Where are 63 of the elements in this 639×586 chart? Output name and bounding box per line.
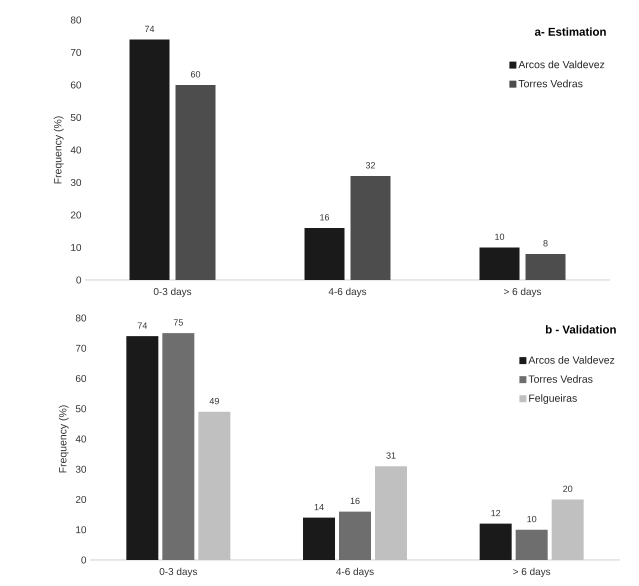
bar <box>130 39 170 280</box>
y-tick-label: 60 <box>70 81 82 89</box>
legend-label: Torres Vedras <box>518 80 583 88</box>
y-tick-label: 80 <box>70 16 82 24</box>
x-tick-label: 0-3 days <box>154 288 192 298</box>
data-label: 14 <box>314 504 324 510</box>
legend-label: Arcos de Valdevez <box>528 356 614 364</box>
data-label: 8 <box>543 240 548 246</box>
y-tick-label: 30 <box>76 466 86 473</box>
data-label: 31 <box>386 452 396 459</box>
y-tick-label: 80 <box>76 314 86 322</box>
data-label: 49 <box>210 398 219 404</box>
bar <box>303 518 336 560</box>
y-tick-label: 50 <box>70 114 82 122</box>
x-tick-label: 0-3 days <box>160 568 198 578</box>
bar <box>198 412 230 560</box>
bar <box>126 336 158 560</box>
bar <box>480 524 512 560</box>
bar <box>304 228 345 280</box>
y-tick-label: 50 <box>76 405 86 412</box>
bar <box>350 176 391 280</box>
y-tick-label: 70 <box>76 344 86 352</box>
y-tick-label: 40 <box>76 435 86 443</box>
data-label: 74 <box>138 322 148 329</box>
y-tick-label: 40 <box>70 146 82 154</box>
y-tick-label: 0 <box>76 276 82 284</box>
text: a- Estimation <box>534 27 606 36</box>
y-axis-title: Frequency (%) <box>54 116 64 184</box>
y-tick-label: 30 <box>70 178 82 186</box>
x-tick-label: > 6 days <box>504 288 542 298</box>
bar <box>375 466 408 560</box>
bar <box>480 247 520 280</box>
legend-label: Felgueiras <box>529 394 577 404</box>
bar <box>516 530 548 560</box>
data-label: 12 <box>491 510 500 516</box>
y-tick-label: 0 <box>81 556 86 564</box>
data-label: 10 <box>527 516 536 522</box>
bar <box>552 499 584 560</box>
bar <box>526 254 566 280</box>
data-label: 74 <box>144 26 154 32</box>
x-tick-label: > 6 days <box>513 568 550 578</box>
legend-label: Arcos de Valdevez <box>518 60 604 68</box>
y-tick-label: 60 <box>76 374 86 382</box>
data-label: 60 <box>190 71 200 78</box>
y-axis-title: Frequency (%) <box>58 405 69 472</box>
chart-title: b - Validation <box>546 325 616 334</box>
legend-label: Torres Vedras <box>528 375 593 383</box>
y-tick-label: 70 <box>70 48 82 56</box>
bar <box>176 84 216 280</box>
x-tick-label: 4-6 days <box>336 568 374 578</box>
data-label: 16 <box>320 214 330 220</box>
data-label: 32 <box>366 162 376 168</box>
data-label: 20 <box>563 486 572 492</box>
data-label: 10 <box>495 234 504 240</box>
y-tick-label: 20 <box>70 211 82 219</box>
bar <box>339 512 372 560</box>
data-label: 75 <box>174 319 183 326</box>
bar <box>162 333 194 560</box>
x-tick-label: 4-6 days <box>328 288 366 298</box>
y-tick-label: 10 <box>71 244 82 252</box>
y-tick-label: 20 <box>76 496 86 504</box>
data-label: 16 <box>350 498 360 504</box>
y-tick-label: 10 <box>76 526 86 534</box>
